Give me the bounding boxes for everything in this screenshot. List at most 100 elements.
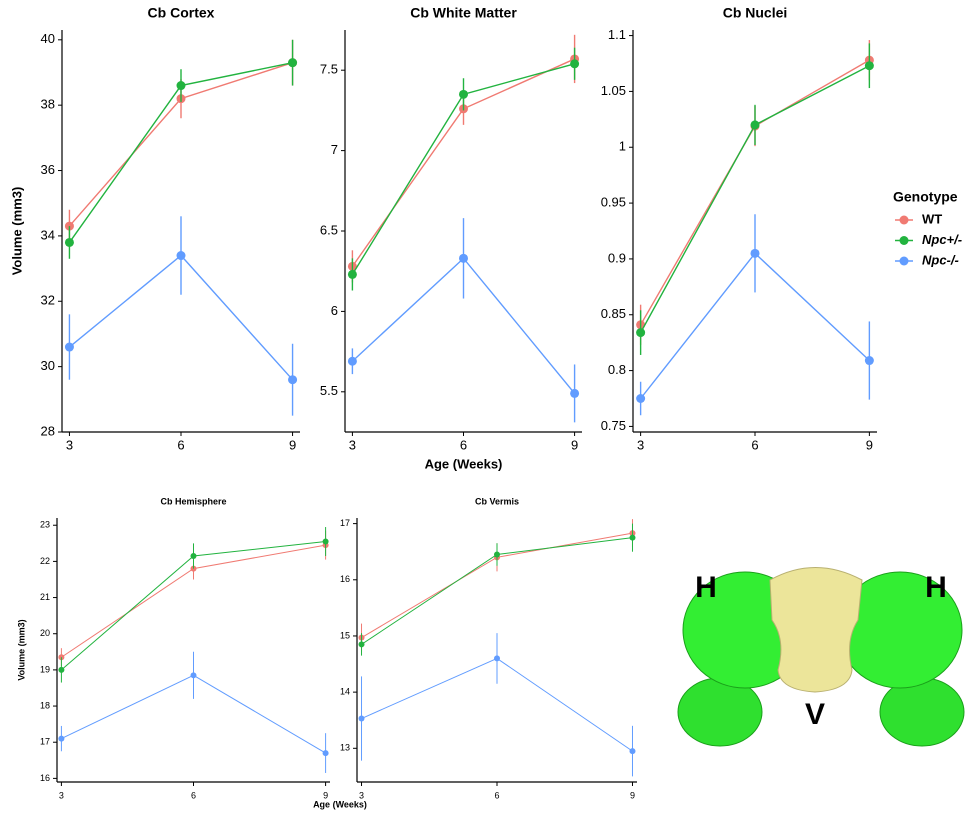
x-axis-label: Age (Weeks) <box>313 799 367 809</box>
data-point <box>570 59 579 68</box>
data-point <box>359 716 365 722</box>
legend-label: Npc+/- <box>922 232 962 247</box>
y-tick-label: 0.85 <box>601 306 626 321</box>
y-tick-label: 30 <box>41 358 55 373</box>
data-point <box>636 394 645 403</box>
data-point <box>865 61 874 70</box>
y-tick-label: 5.5 <box>320 383 338 398</box>
x-tick-label: 9 <box>571 437 578 452</box>
x-tick-label: 9 <box>289 437 296 452</box>
y-tick-label: 17 <box>40 737 50 747</box>
data-point <box>65 238 74 247</box>
brain-illustration: H H V <box>678 568 964 747</box>
y-tick-label: 15 <box>340 630 350 640</box>
x-tick-label: 9 <box>866 437 873 452</box>
data-point <box>865 356 874 365</box>
data-point <box>570 389 579 398</box>
y-tick-label: 18 <box>40 700 50 710</box>
x-axis-label: Age (Weeks) <box>425 456 503 471</box>
data-point <box>323 750 329 756</box>
legend-swatch <box>900 216 909 225</box>
y-tick-label: 23 <box>40 520 50 530</box>
legend-label: Npc-/- <box>922 252 959 267</box>
y-tick-label: 16 <box>40 773 50 783</box>
panel-title: Cb Nuclei <box>723 5 788 21</box>
data-point <box>348 270 357 279</box>
y-tick-label: 0.9 <box>608 250 626 265</box>
y-tick-label: 0.75 <box>601 418 626 433</box>
data-point <box>323 539 329 545</box>
panel-title: Cb Vermis <box>475 496 519 506</box>
x-tick-label: 6 <box>191 790 196 800</box>
y-tick-label: 17 <box>340 518 350 528</box>
x-tick-label: 3 <box>59 790 64 800</box>
y-tick-label: 6.5 <box>320 222 338 237</box>
y-axis-label: Volume (mm3) <box>9 187 24 276</box>
region-label: H <box>695 571 717 604</box>
panel: Cb Nuclei 0.75 0.8 0.85 0.9 0.95 1 1.05 1.1 3 6 9 <box>601 5 877 453</box>
y-tick-label: 13 <box>340 743 350 753</box>
y-tick-label: 34 <box>41 227 55 242</box>
y-axis-label: Volume (mm3) <box>16 619 26 680</box>
legend-swatch <box>900 236 909 245</box>
data-point <box>288 375 297 384</box>
data-point <box>177 81 186 90</box>
y-tick-label: 6 <box>331 303 338 318</box>
panel-title: Cb Hemisphere <box>160 496 226 506</box>
data-point <box>751 120 760 129</box>
y-tick-label: 7.5 <box>320 62 338 77</box>
data-point <box>494 655 500 661</box>
data-point <box>636 328 645 337</box>
y-tick-label: 36 <box>41 162 55 177</box>
region-label: H <box>925 571 947 604</box>
x-tick-label: 6 <box>460 437 467 452</box>
y-tick-label: 0.95 <box>601 195 626 210</box>
x-tick-label: 3 <box>349 437 356 452</box>
data-point <box>191 672 197 678</box>
x-tick-label: 3 <box>637 437 644 452</box>
y-tick-label: 19 <box>40 664 50 674</box>
legend-title: Genotype <box>893 189 958 205</box>
y-tick-label: 1.05 <box>601 83 626 98</box>
x-tick-label: 9 <box>630 790 635 800</box>
y-tick-label: 14 <box>340 687 350 697</box>
data-point <box>494 552 500 558</box>
y-tick-label: 22 <box>40 556 50 566</box>
data-point <box>348 357 357 366</box>
panel-title: Cb White Matter <box>410 5 517 21</box>
legend-label: WT <box>922 211 942 226</box>
x-tick-label: 6 <box>177 437 184 452</box>
y-tick-label: 0.8 <box>608 362 626 377</box>
y-tick-label: 16 <box>340 574 350 584</box>
y-tick-label: 38 <box>41 97 55 112</box>
data-point <box>288 58 297 67</box>
data-point <box>177 251 186 260</box>
x-tick-label: 6 <box>494 790 499 800</box>
data-point <box>58 667 64 673</box>
legend-swatch <box>900 257 909 266</box>
data-point <box>751 249 760 258</box>
figure: H H V Cb Cortex28303234363840369Volume (… <box>0 0 967 813</box>
panel-title: Cb Cortex <box>148 5 215 21</box>
y-tick-label: 21 <box>40 592 50 602</box>
data-point <box>459 254 468 263</box>
x-tick-label: 6 <box>751 437 758 452</box>
y-tick-label: 32 <box>41 293 55 308</box>
data-point <box>191 553 197 559</box>
y-tick-label: 28 <box>41 423 55 438</box>
data-point <box>629 535 635 541</box>
region-label: V <box>805 698 825 731</box>
y-tick-label: 1.1 <box>608 27 626 42</box>
data-point <box>459 90 468 99</box>
x-tick-label: 3 <box>66 437 73 452</box>
data-point <box>359 641 365 647</box>
y-tick-label: 40 <box>41 31 55 46</box>
y-tick-label: 1 <box>619 139 626 154</box>
data-point <box>58 736 64 742</box>
data-point <box>629 748 635 754</box>
data-point <box>65 343 74 352</box>
